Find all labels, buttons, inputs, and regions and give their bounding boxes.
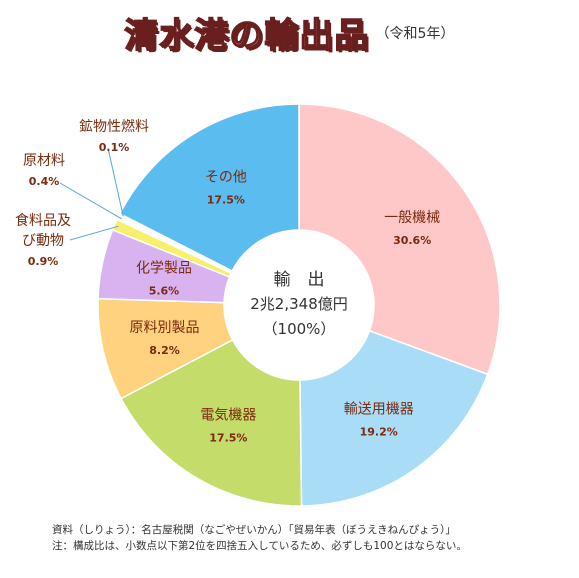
slice-value-3: 8.2% — [149, 344, 180, 357]
slice-label-2: 電気機器 — [200, 408, 256, 424]
chart-subtitle: （令和5年） — [375, 25, 455, 42]
rounding-note: 注：構成比は、小数点以下第2位を四捨五入しているため、必ずしも100とはならない… — [52, 540, 467, 552]
center-label-1: 輸 出 — [274, 270, 325, 290]
pie-slice-1 — [299, 329, 489, 507]
leader-line-6 — [59, 182, 123, 220]
pie-slice-2 — [120, 338, 303, 507]
outside-label-5-2: 0.9% — [28, 255, 59, 268]
pie-slice-8 — [118, 103, 300, 272]
leader-line-5 — [69, 225, 119, 241]
outside-label-7-1: 0.1% — [99, 141, 130, 154]
slice-value-8: 17.5% — [207, 194, 245, 207]
slice-value-2: 17.5% — [209, 432, 247, 445]
slice-label-4: 化学製品 — [136, 261, 192, 277]
outside-label-7-0: 鉱物性燃料 — [79, 118, 149, 135]
slice-label-8: その他 — [205, 170, 247, 186]
center-label-2: 2兆2,348億円 — [250, 295, 348, 313]
source-note: 資料（しりょう）：名古屋税関（なごやぜいかん）「貿易年表（ぼうえきねんぴょう）」 — [52, 524, 456, 536]
slice-value-0: 30.6% — [393, 234, 431, 247]
center-label-3: （100%） — [263, 320, 336, 338]
pie-slice-0 — [298, 103, 501, 376]
slice-label-3: 原料別製品 — [130, 320, 200, 336]
outside-label-6-1: 0.4% — [29, 175, 60, 188]
footnotes: 資料（しりょう）：名古屋税関（なごやぜいかん）「貿易年表（ぼうえきねんぴょう）」… — [52, 522, 467, 554]
slice-label-0: 一般機械 — [384, 210, 440, 226]
slice-value-1: 19.2% — [360, 426, 398, 439]
outside-label-5-0: 食料品及 — [15, 212, 71, 229]
leader-line-7 — [107, 147, 124, 217]
chart-title: 清水港の輸出品 — [124, 15, 370, 57]
outside-label-5-1: び動物 — [22, 233, 64, 249]
slice-value-4: 5.6% — [149, 285, 180, 298]
outside-label-6-0: 原材料 — [23, 153, 65, 169]
slice-label-1: 輸送用機器 — [344, 402, 414, 418]
title-block: 清水港の輸出品 （令和5年） — [0, 8, 579, 57]
